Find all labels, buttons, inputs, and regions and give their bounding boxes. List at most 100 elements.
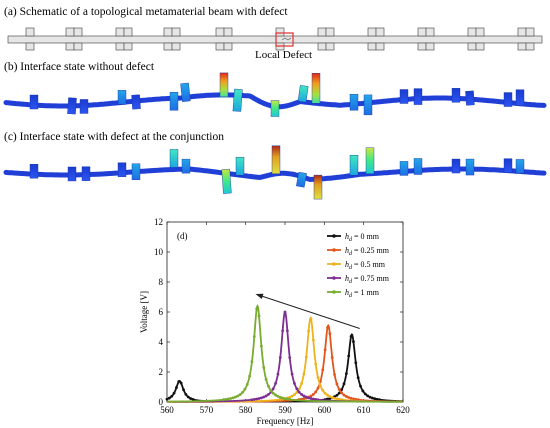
legend-entry: hd = 1 mm — [345, 288, 380, 299]
series-marker — [304, 355, 308, 359]
schematic-block-top — [317, 27, 327, 37]
series-marker — [255, 397, 259, 401]
series-marker — [175, 386, 178, 389]
schematic-block-top — [517, 27, 527, 37]
series-marker — [307, 329, 310, 333]
panel-d-label: (d) — [177, 231, 188, 241]
resonator-mass — [515, 159, 525, 174]
schematic-block-bottom — [171, 42, 181, 51]
resonator-mass — [271, 145, 281, 174]
series-marker — [224, 397, 228, 401]
x-tick-label: 560 — [160, 405, 174, 415]
series-marker — [248, 374, 252, 378]
series-marker — [295, 390, 299, 394]
series-marker — [257, 314, 261, 318]
series-marker — [311, 338, 315, 342]
schematic-block-top — [171, 27, 181, 37]
legend-entry: hd = 0.75 mm — [345, 274, 390, 285]
series-marker — [290, 372, 294, 376]
series-marker — [252, 397, 256, 401]
resonator-mass — [313, 174, 323, 200]
series-marker — [241, 391, 244, 394]
series-marker — [288, 398, 292, 401]
series-marker — [229, 397, 233, 400]
resonator-mass — [29, 163, 39, 179]
resonator-mass — [169, 92, 179, 111]
legend-marker — [332, 262, 336, 266]
local-defect-label: Local Defect — [255, 49, 313, 61]
resonator-mass-body — [503, 92, 513, 107]
resonator-mass — [232, 88, 243, 112]
series-marker — [177, 380, 181, 383]
mode-shape-b — [3, 72, 547, 117]
series-marker — [297, 390, 301, 394]
resonator-mass-body — [117, 162, 127, 177]
trend-arrow-head — [255, 293, 264, 299]
x-tick-label: 610 — [357, 405, 371, 415]
beam-c-masses — [29, 145, 525, 200]
resonator-mass — [117, 162, 127, 177]
resonator-mass — [413, 88, 423, 105]
resonator-mass — [221, 168, 232, 194]
series-marker — [314, 390, 318, 394]
resonator-mass-body — [131, 163, 141, 180]
series-marker — [368, 395, 372, 399]
resonator-mass-body — [117, 90, 127, 105]
series-marker — [309, 317, 313, 321]
schematic-block-top — [73, 27, 83, 37]
series-marker — [316, 386, 320, 390]
defect-highlight-box — [275, 32, 294, 47]
resonator-mass — [131, 163, 141, 180]
resonator-mass — [180, 82, 191, 102]
schematic-block-top — [275, 27, 285, 37]
panel-a-caption: (a) Schematic of a topological metamater… — [4, 6, 288, 18]
resonator-mass-body — [363, 94, 373, 116]
schematic-block-top — [123, 27, 133, 37]
y-tick-label: 8 — [159, 277, 164, 287]
series-marker — [281, 329, 285, 333]
resonator-mass-body — [399, 161, 409, 176]
series-marker — [330, 356, 334, 359]
series-marker — [337, 388, 341, 391]
resonator-mass-body — [311, 73, 321, 104]
series-marker — [297, 387, 301, 391]
schematic-block-bottom — [467, 42, 477, 51]
series-marker — [278, 395, 282, 399]
legend-marker — [332, 290, 336, 294]
series-marker — [288, 395, 292, 399]
resonator-mass — [311, 73, 321, 104]
resonator-mass-body — [515, 159, 525, 174]
series-marker — [304, 395, 308, 399]
schematic-beam-bar — [7, 35, 543, 44]
schematic-block-top — [375, 27, 385, 37]
series-marker — [262, 395, 266, 399]
schematic-block-top — [223, 27, 233, 37]
series-marker — [323, 348, 327, 352]
series-marker — [300, 382, 303, 385]
schematic-block-bottom — [65, 42, 75, 51]
resonator-mass — [181, 158, 191, 174]
resonator-mass-body — [413, 158, 423, 175]
resonator-mass-body — [219, 72, 229, 98]
series-marker — [231, 396, 235, 400]
series-marker — [314, 362, 318, 366]
y-tick-label: 4 — [159, 337, 164, 347]
schematic-block-top — [325, 27, 335, 37]
x-tick-label: 600 — [318, 405, 332, 415]
schematic-block-top — [367, 27, 377, 37]
resonator-mass — [219, 72, 229, 98]
series-marker — [267, 392, 270, 396]
schematic-block-bottom — [525, 42, 535, 51]
schematic-block-bottom — [517, 42, 527, 51]
schematic-beam — [7, 27, 543, 51]
resonator-mass-body — [235, 156, 245, 176]
resonator-mass — [349, 93, 359, 111]
schematic-block-top — [25, 27, 35, 37]
schematic-block-top — [425, 27, 435, 37]
resonator-mass — [503, 92, 513, 107]
resonator-mass — [235, 156, 245, 176]
series-marker — [337, 391, 341, 395]
series-marker — [326, 326, 329, 330]
series-marker — [359, 384, 362, 388]
resonator-mass — [451, 158, 461, 174]
